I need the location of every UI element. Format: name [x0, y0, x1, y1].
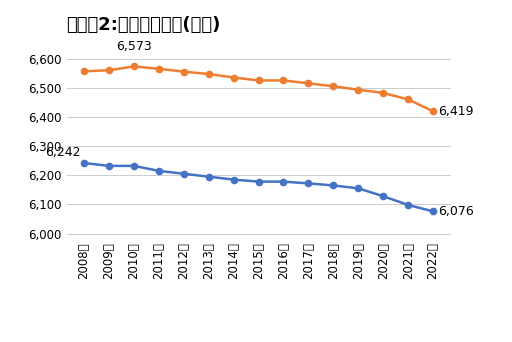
Text: 6,573: 6,573 — [116, 40, 152, 53]
Line: 女性: 女性 — [81, 63, 436, 115]
女性 — [405, 97, 411, 102]
男性 — [81, 161, 87, 165]
男性 — [230, 177, 237, 182]
Text: 6,242: 6,242 — [45, 146, 80, 159]
女性 — [430, 109, 436, 114]
男性 — [330, 183, 336, 187]
女性 — [81, 69, 87, 74]
女性 — [380, 91, 387, 95]
男性 — [305, 181, 311, 185]
Text: グラフ2:男女別人口数(万人): グラフ2:男女別人口数(万人) — [67, 16, 221, 34]
男性 — [405, 203, 411, 207]
男性 — [380, 194, 387, 198]
男性 — [206, 175, 212, 179]
男性 — [106, 164, 112, 168]
男性 — [181, 172, 187, 176]
男性 — [255, 180, 262, 184]
女性 — [106, 68, 112, 72]
男性 — [430, 209, 436, 213]
女性 — [181, 70, 187, 74]
Text: 6,419: 6,419 — [438, 105, 474, 118]
Text: 6,076: 6,076 — [438, 205, 474, 218]
女性 — [281, 78, 287, 82]
女性 — [330, 84, 336, 88]
女性 — [355, 88, 361, 92]
男性 — [131, 164, 137, 168]
男性 — [355, 186, 361, 190]
女性 — [230, 76, 237, 80]
男性 — [156, 169, 162, 173]
男性 — [281, 180, 287, 184]
女性 — [206, 72, 212, 76]
女性 — [255, 78, 262, 82]
女性 — [131, 64, 137, 68]
女性 — [305, 81, 311, 86]
女性 — [156, 67, 162, 71]
Line: 男性: 男性 — [81, 160, 436, 214]
